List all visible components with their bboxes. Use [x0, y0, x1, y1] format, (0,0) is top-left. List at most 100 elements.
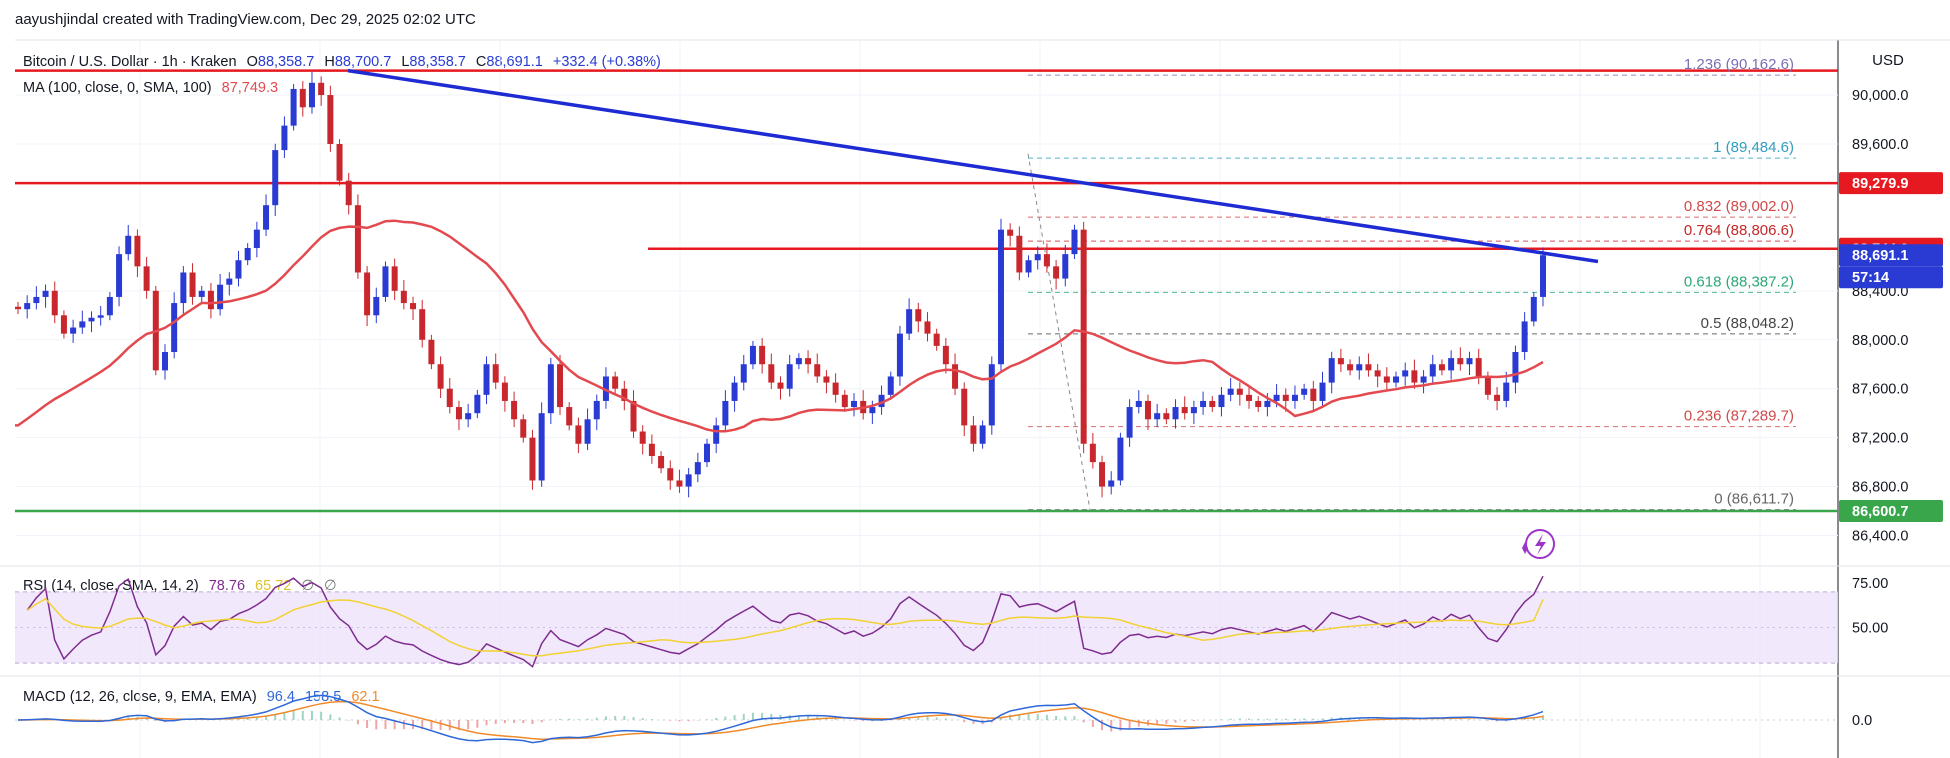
candle-body	[997, 229, 1004, 365]
price-tag-label: 89,279.9	[1852, 176, 1908, 192]
price-tick-label: 87,600.0	[1852, 382, 1908, 398]
ma-legend[interactable]: MA (100, close, 0, SMA, 100) 87,749.3	[23, 80, 278, 96]
candle-body	[180, 272, 187, 304]
candle-body	[1071, 229, 1078, 255]
candle-body	[1402, 370, 1409, 377]
candle-body	[1062, 254, 1069, 279]
candle-body	[896, 333, 903, 377]
macd-tick-label: 0.0	[1852, 713, 1872, 729]
candle-body	[79, 321, 86, 328]
candle-body	[942, 345, 949, 365]
candle-body	[1475, 358, 1482, 377]
candle-body	[318, 82, 325, 96]
candle-body	[1540, 255, 1546, 297]
candle-body	[630, 400, 637, 432]
candle-body	[1494, 394, 1501, 401]
candle-body	[1457, 358, 1464, 365]
rsi-tick-label: 75.00	[1852, 576, 1888, 592]
fib-level-label: 0.618 (88,387.2)	[1684, 273, 1794, 290]
candle-body	[60, 315, 67, 334]
candle-body	[263, 205, 270, 230]
price-tag-label: 57:14	[1852, 270, 1889, 286]
candle-body	[410, 303, 417, 310]
candle-body	[1034, 254, 1041, 261]
price-tag-box	[1839, 172, 1943, 195]
candle-body	[749, 345, 756, 365]
rsi-extra-2: ∅	[324, 578, 337, 594]
candle-body	[327, 95, 334, 144]
candle-body	[1190, 407, 1197, 414]
candle-body	[134, 235, 141, 267]
candle-body	[116, 254, 123, 297]
candle-body	[832, 382, 839, 395]
candle-body	[1411, 370, 1418, 383]
candle-body	[373, 296, 380, 316]
candle-body	[538, 413, 545, 481]
candle-body	[1503, 382, 1510, 401]
ma-label: MA (100, close, 0, SMA, 100)	[23, 80, 212, 96]
candle-body	[547, 364, 554, 414]
currency-button[interactable]: USD	[1872, 52, 1904, 69]
candle-body	[24, 303, 31, 310]
candle-body	[400, 290, 407, 304]
candle-body	[1282, 394, 1289, 401]
ohlc-high: H88,700.7	[324, 54, 392, 70]
candle-body	[428, 339, 435, 365]
candle-body	[88, 317, 95, 322]
candle-body	[933, 333, 940, 346]
candle-body	[1328, 358, 1335, 383]
candle-body	[51, 290, 58, 316]
fib-level-label: 0.764 (88,806.6)	[1684, 222, 1794, 239]
candle-body	[1163, 413, 1170, 420]
rsi-label: RSI (14, close, SMA, 14, 2)	[23, 578, 199, 594]
macd-hist-value: 62.1	[351, 689, 380, 705]
candle-body	[575, 425, 582, 444]
candle-body	[1383, 376, 1390, 383]
candle-body	[520, 419, 527, 438]
candle-body	[1319, 382, 1326, 401]
candle-body	[235, 260, 242, 279]
candle-body	[667, 468, 674, 481]
rsi-tick-label: 50.00	[1852, 620, 1888, 636]
candle-body	[593, 400, 600, 420]
price-tick-label: 90,000.0	[1852, 88, 1908, 104]
candle-body	[1273, 394, 1280, 401]
candle-body	[1301, 388, 1308, 395]
candle-body	[970, 425, 977, 444]
candle-body	[391, 266, 398, 291]
rsi-line	[26, 575, 1544, 668]
candle-body	[566, 407, 573, 426]
rsi-legend[interactable]: RSI (14, close, SMA, 14, 2) 78.76 65.72 …	[23, 578, 337, 594]
rsi-value: 78.76	[208, 578, 246, 594]
candle-body	[1043, 254, 1050, 267]
candle-body	[639, 431, 646, 444]
candle-body	[474, 394, 481, 414]
candle-body	[722, 400, 729, 426]
candle-body	[97, 315, 104, 318]
candle-body	[161, 352, 168, 371]
price-tick-label: 86,800.0	[1852, 480, 1908, 496]
candle-body	[759, 345, 766, 365]
price-tag-box	[1839, 266, 1943, 289]
candle-body	[1117, 437, 1124, 481]
price-tick-label: 87,200.0	[1852, 431, 1908, 447]
candle-body	[1227, 388, 1234, 395]
price-tag-label: 86,600.7	[1852, 504, 1908, 520]
price-tag-box	[1839, 499, 1943, 522]
candle-body	[1200, 400, 1207, 408]
fib-level-label: 0.236 (87,289.7)	[1684, 408, 1794, 425]
candle-body	[676, 480, 683, 487]
fib-level-label: 1.236 (90,162.6)	[1684, 56, 1794, 73]
candle-body	[272, 150, 279, 206]
candle-body	[106, 296, 113, 316]
candle-body	[777, 382, 784, 389]
candle-body	[1310, 388, 1317, 401]
price-tick-label: 88,000.0	[1852, 333, 1908, 349]
symbol-name: Bitcoin / U.S. Dollar · 1h · Kraken	[23, 54, 237, 70]
candle-body	[226, 278, 233, 285]
candle-body	[1438, 364, 1445, 371]
candle-body	[419, 309, 426, 340]
candle-body	[171, 303, 178, 352]
candle-body	[1089, 443, 1096, 463]
